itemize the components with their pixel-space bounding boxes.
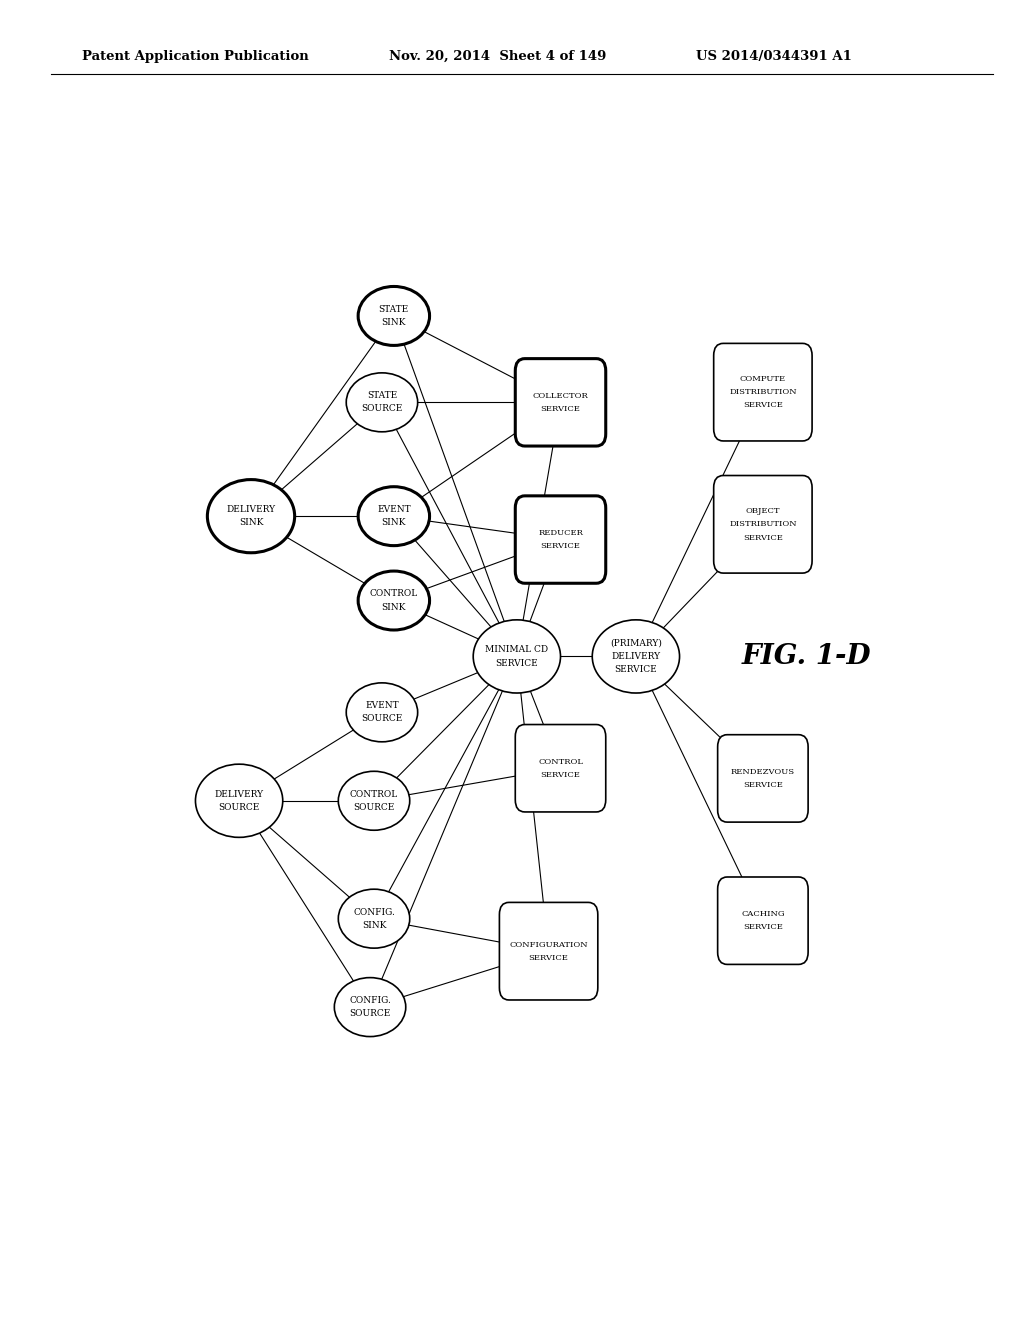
Text: SERVICE: SERVICE: [743, 923, 782, 932]
Text: CONFIG.: CONFIG.: [349, 997, 391, 1005]
Text: SINK: SINK: [382, 318, 407, 327]
Text: DELIVERY: DELIVERY: [215, 789, 263, 799]
Text: SINK: SINK: [382, 603, 407, 611]
Text: SINK: SINK: [361, 921, 386, 929]
FancyBboxPatch shape: [714, 475, 812, 573]
Text: SERVICE: SERVICE: [541, 543, 581, 550]
Text: SERVICE: SERVICE: [743, 781, 782, 789]
Ellipse shape: [338, 890, 410, 948]
Text: CONFIGURATION: CONFIGURATION: [509, 941, 588, 949]
Text: Patent Application Publication: Patent Application Publication: [82, 50, 308, 63]
Text: SERVICE: SERVICE: [743, 401, 782, 409]
Text: CACHING: CACHING: [741, 909, 784, 919]
Text: SERVICE: SERVICE: [743, 533, 782, 541]
Ellipse shape: [358, 286, 430, 346]
FancyBboxPatch shape: [515, 496, 606, 583]
Ellipse shape: [592, 620, 680, 693]
Text: EVENT: EVENT: [377, 506, 411, 513]
Text: SERVICE: SERVICE: [496, 659, 539, 668]
Text: CONFIG.: CONFIG.: [353, 908, 395, 916]
Text: DELIVERY: DELIVERY: [226, 506, 275, 513]
Text: DISTRIBUTION: DISTRIBUTION: [729, 388, 797, 396]
Text: DISTRIBUTION: DISTRIBUTION: [729, 520, 797, 528]
Text: RENDEZVOUS: RENDEZVOUS: [731, 768, 795, 776]
Ellipse shape: [358, 487, 430, 545]
Text: CONTROL: CONTROL: [350, 789, 398, 799]
Text: SOURCE: SOURCE: [361, 714, 402, 723]
Text: SERVICE: SERVICE: [614, 665, 657, 675]
Text: SOURCE: SOURCE: [353, 803, 394, 812]
Text: STATE: STATE: [379, 305, 409, 314]
Ellipse shape: [196, 764, 283, 837]
Text: MINIMAL CD: MINIMAL CD: [485, 645, 549, 655]
Text: REDUCER: REDUCER: [538, 529, 583, 537]
FancyBboxPatch shape: [515, 725, 606, 812]
Ellipse shape: [338, 771, 410, 830]
Text: OBJECT: OBJECT: [745, 507, 780, 515]
Text: US 2014/0344391 A1: US 2014/0344391 A1: [696, 50, 852, 63]
FancyBboxPatch shape: [718, 876, 808, 965]
Ellipse shape: [473, 620, 560, 693]
Ellipse shape: [207, 479, 295, 553]
Text: SERVICE: SERVICE: [541, 771, 581, 779]
Text: SOURCE: SOURCE: [349, 1010, 391, 1018]
Text: SERVICE: SERVICE: [528, 954, 568, 962]
Text: Nov. 20, 2014  Sheet 4 of 149: Nov. 20, 2014 Sheet 4 of 149: [389, 50, 606, 63]
Ellipse shape: [346, 372, 418, 432]
Text: SINK: SINK: [382, 519, 407, 527]
Text: COMPUTE: COMPUTE: [739, 375, 786, 383]
Text: STATE: STATE: [367, 391, 397, 400]
Text: CONTROL: CONTROL: [538, 758, 583, 766]
Text: SINK: SINK: [239, 519, 263, 527]
FancyBboxPatch shape: [714, 343, 812, 441]
Text: FIG. 1-D: FIG. 1-D: [741, 643, 871, 671]
Text: SOURCE: SOURCE: [361, 404, 402, 413]
Text: SOURCE: SOURCE: [218, 803, 260, 812]
Ellipse shape: [358, 572, 430, 630]
Text: SERVICE: SERVICE: [541, 405, 581, 413]
FancyBboxPatch shape: [500, 903, 598, 1001]
Text: EVENT: EVENT: [366, 701, 398, 710]
Ellipse shape: [346, 682, 418, 742]
Text: COLLECTOR: COLLECTOR: [532, 392, 589, 400]
Text: (PRIMARY): (PRIMARY): [610, 639, 662, 648]
Text: CONTROL: CONTROL: [370, 590, 418, 598]
FancyBboxPatch shape: [515, 359, 606, 446]
Ellipse shape: [334, 978, 406, 1036]
FancyBboxPatch shape: [718, 735, 808, 822]
Text: DELIVERY: DELIVERY: [611, 652, 660, 661]
